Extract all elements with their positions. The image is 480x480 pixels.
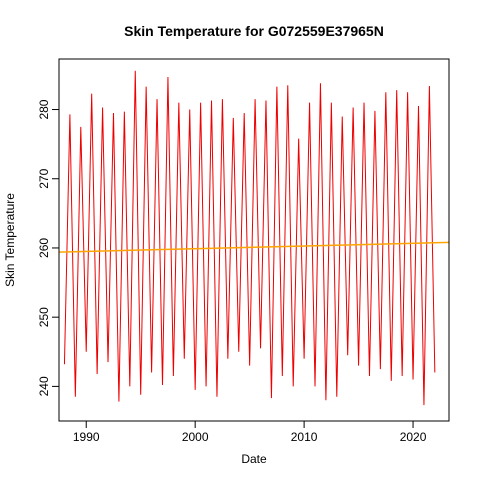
y-axis-label: Skin Temperature (3, 193, 17, 287)
x-axis-label: Date (241, 452, 267, 466)
x-tick-label: 2010 (291, 430, 318, 444)
x-axis: 1990 2000 2010 2020 (73, 420, 427, 444)
series-line-trend (58, 241, 450, 253)
plot-area (58, 70, 450, 406)
y-tick-label: 240 (37, 376, 51, 396)
x-tick-label: 2020 (400, 430, 427, 444)
chart-title: Skin Temperature for G072559E37965N (124, 23, 384, 39)
y-tick-label: 260 (37, 238, 51, 258)
y-axis: 240 250 260 270 280 (37, 99, 60, 396)
y-tick-label: 280 (37, 99, 51, 119)
x-tick-label: 2000 (182, 430, 209, 444)
y-tick-label: 270 (37, 168, 51, 188)
y-tick-label: 250 (37, 307, 51, 327)
x-tick-label: 1990 (73, 430, 100, 444)
series-line-skin-temperature (63, 70, 436, 406)
